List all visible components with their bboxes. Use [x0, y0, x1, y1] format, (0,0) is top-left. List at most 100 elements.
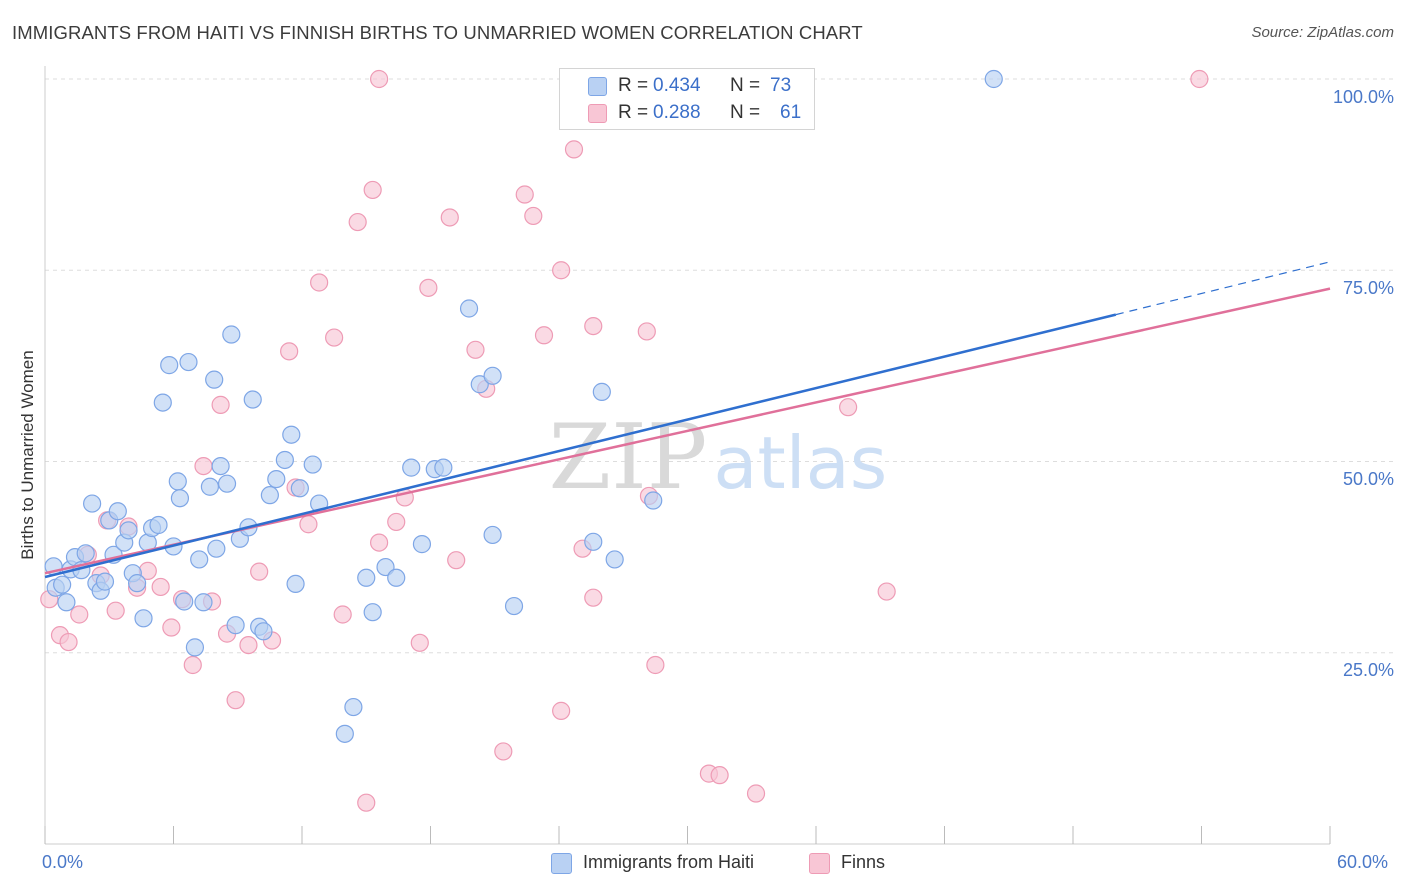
- trend-lines: [44, 261, 1331, 579]
- finns-point: [211, 395, 230, 414]
- haiti-point: [376, 557, 395, 577]
- finns-point: [239, 635, 258, 655]
- finns-point: [534, 326, 554, 345]
- finns-point: [183, 655, 202, 675]
- haiti-point: [644, 491, 663, 510]
- watermark: ZIPatlas: [549, 405, 888, 510]
- haiti-point: [344, 697, 363, 717]
- haiti-point: [267, 469, 286, 489]
- haiti-point: [357, 568, 376, 587]
- finns-point: [839, 398, 858, 417]
- finns-point: [710, 766, 729, 785]
- finns-point: [515, 185, 534, 204]
- haiti-point: [222, 325, 241, 344]
- chart-title: IMMIGRANTS FROM HAITI VS FINNISH BIRTHS …: [12, 22, 863, 43]
- legend-swatch-haiti: [588, 77, 607, 96]
- haiti-point: [303, 455, 322, 474]
- haiti-point: [175, 592, 194, 611]
- haiti-point: [483, 525, 502, 545]
- haiti-point: [412, 535, 432, 554]
- finns-point: [552, 701, 571, 720]
- legend-r-label: R =: [618, 102, 649, 123]
- haiti-point: [134, 609, 153, 628]
- finns-point: [106, 601, 125, 620]
- finns-point: [59, 632, 78, 652]
- finns-point: [370, 533, 389, 552]
- haiti-point: [207, 539, 226, 558]
- series-legend: Immigrants from Haiti Finns: [0, 850, 1406, 878]
- legend-swatch-finns: [588, 104, 607, 123]
- finns-point: [584, 588, 603, 607]
- haiti-point: [185, 638, 205, 657]
- haiti-point: [984, 69, 1003, 89]
- finns-point: [363, 180, 382, 200]
- haiti-point: [53, 575, 72, 594]
- finns-point: [877, 582, 896, 601]
- haiti-point: [83, 494, 102, 513]
- haiti-points: [44, 69, 1003, 743]
- finns-point: [584, 316, 603, 336]
- finns-point: [552, 261, 571, 280]
- haiti-point: [286, 574, 305, 594]
- finns-point: [310, 273, 329, 292]
- finns-point: [194, 456, 213, 476]
- haiti-point: [119, 521, 138, 540]
- finns-point: [250, 562, 269, 581]
- finns-point: [370, 69, 389, 89]
- haiti-point: [160, 356, 179, 375]
- haiti-point: [402, 458, 421, 477]
- haiti-point: [290, 479, 309, 498]
- haiti-point: [168, 472, 187, 491]
- haiti-point: [282, 425, 301, 444]
- haiti-point: [584, 532, 603, 551]
- finns-point: [637, 322, 656, 341]
- haiti-point: [76, 544, 95, 563]
- haiti-point: [127, 574, 147, 593]
- finns-point: [440, 208, 459, 227]
- legend-n-value: 61: [780, 102, 802, 123]
- finns-point: [466, 340, 485, 359]
- watermark-zip: ZIP: [549, 405, 708, 510]
- finns-point: [1190, 69, 1209, 89]
- finns-point: [151, 577, 170, 597]
- watermark-atlas: atlas: [713, 421, 887, 505]
- source-credit: Source: ZipAtlas.com: [1251, 24, 1394, 41]
- legend-label-haiti: Immigrants from Haiti: [583, 852, 755, 872]
- finns-point: [280, 342, 299, 361]
- haiti-trend-extension: [1115, 261, 1331, 316]
- legend-n-label: N =: [730, 75, 761, 96]
- haiti-point: [254, 622, 273, 641]
- finns-point: [447, 551, 466, 570]
- haiti-point: [470, 375, 489, 394]
- haiti-point: [592, 382, 611, 401]
- x-tick-label: 0.0%: [42, 852, 84, 872]
- x-tick-label: 60.0%: [1337, 852, 1389, 872]
- haiti-point: [260, 486, 279, 505]
- legend-r-value: 0.288: [653, 102, 701, 123]
- legend-swatch-finns: [809, 853, 830, 874]
- haiti-point: [226, 616, 245, 635]
- y-tick-label: 100.0%: [1332, 87, 1394, 107]
- finns-point: [746, 784, 766, 803]
- haiti-point: [483, 366, 502, 385]
- legend-r-label: R =: [618, 75, 649, 96]
- haiti-point: [205, 370, 224, 389]
- axes: [44, 66, 1331, 845]
- haiti-point: [170, 489, 190, 508]
- legend-swatch-haiti: [551, 853, 572, 874]
- haiti-point: [95, 572, 115, 591]
- haiti-trend-line: [44, 313, 1117, 579]
- correlation-legend: R = 0.434 N = 73 R = 0.288 N = 61: [559, 68, 815, 130]
- haiti-point: [335, 724, 354, 743]
- haiti-point: [363, 603, 382, 622]
- finns-point: [348, 212, 367, 232]
- haiti-point: [108, 502, 127, 521]
- finns-point: [357, 793, 376, 812]
- legend-n-label: N =: [730, 102, 761, 123]
- finns-point: [410, 633, 429, 652]
- finns-point: [226, 691, 245, 710]
- finns-point: [70, 605, 89, 624]
- haiti-point: [387, 568, 406, 587]
- finns-point: [299, 515, 318, 534]
